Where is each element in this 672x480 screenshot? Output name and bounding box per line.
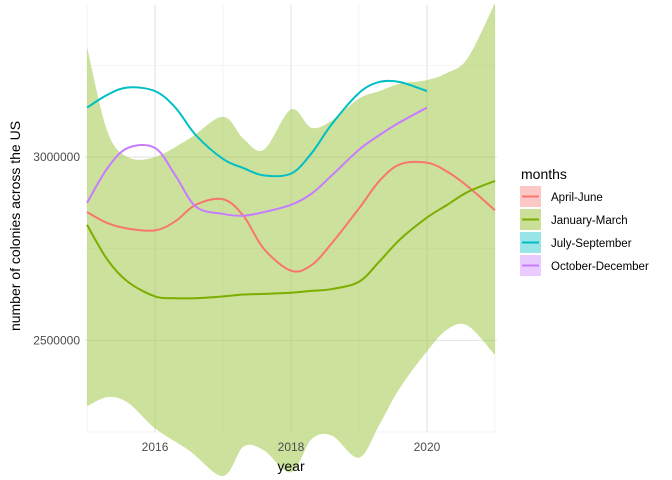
y-tick-label: 2500000: [33, 333, 80, 347]
confidence-band: [87, 3, 495, 476]
confidence-band-area: [87, 3, 495, 476]
x-tick-label: 2020: [414, 440, 441, 454]
legend-item: April-June: [520, 186, 603, 207]
x-tick-label: 2018: [278, 440, 305, 454]
y-tick-label: 3000000: [33, 150, 80, 164]
legend-label: January-March: [551, 215, 628, 227]
tick-labels: 2016 2018 2020 2500000 3000000: [33, 150, 440, 454]
legend-item: October-December: [520, 255, 649, 276]
series-line: [86, 180, 496, 300]
legend-label: April-June: [551, 192, 603, 204]
legend-label: October-December: [551, 261, 649, 273]
series-line: [86, 160, 496, 273]
x-tick-label: 2016: [142, 440, 169, 454]
series-lines: [86, 79, 496, 300]
y-axis-title: number of colonies across the US: [7, 121, 23, 331]
legend-item: January-March: [520, 209, 628, 230]
x-axis-title: year: [277, 458, 305, 474]
series-line: [86, 79, 428, 178]
legend: months April-June January-March July-Septe…: [520, 166, 649, 276]
legend-title: months: [521, 166, 567, 182]
series-line: [86, 106, 428, 217]
legend-item: July-September: [520, 232, 632, 253]
legend-label: July-September: [551, 238, 632, 250]
